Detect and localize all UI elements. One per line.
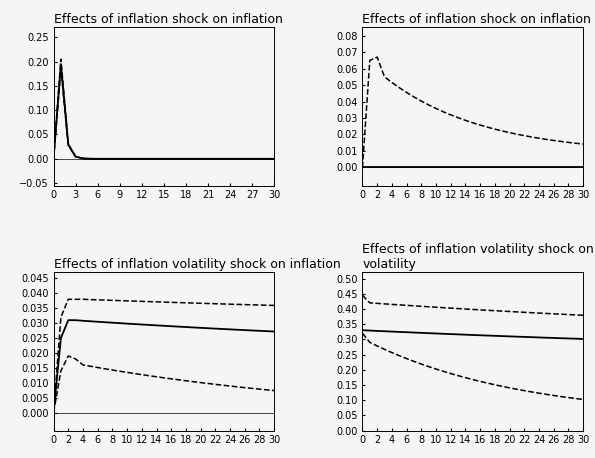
Text: Effects of inflation shock on inflation volatili...: Effects of inflation shock on inflation … [362,13,595,26]
Text: Effects of inflation shock on inflation: Effects of inflation shock on inflation [54,13,283,26]
Text: Effects of inflation volatility shock on inflation: Effects of inflation volatility shock on… [54,258,340,271]
Text: Effects of inflation volatility shock on inflati-
volatility: Effects of inflation volatility shock on… [362,243,595,271]
